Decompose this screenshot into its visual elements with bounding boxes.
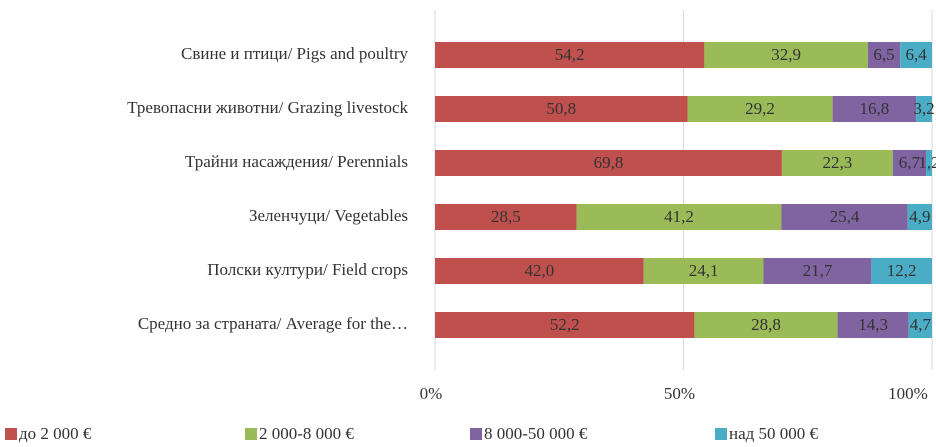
x-tick-label: 50% bbox=[664, 384, 695, 403]
data-label: 1,2 bbox=[918, 153, 936, 172]
x-tick-label: 0% bbox=[420, 384, 443, 403]
data-label: 42,0 bbox=[524, 261, 554, 280]
bar-segment bbox=[907, 204, 932, 230]
bar-segment bbox=[781, 204, 908, 230]
bar-segment bbox=[435, 258, 644, 284]
category-label: Полски култури/ Field crops bbox=[207, 260, 408, 279]
data-label: 24,1 bbox=[689, 261, 719, 280]
x-tick-label: 100% bbox=[888, 384, 928, 403]
data-label: 6,5 bbox=[873, 45, 894, 64]
data-label: 22,3 bbox=[822, 153, 852, 172]
bar-segment bbox=[704, 42, 868, 68]
data-label: 32,9 bbox=[771, 45, 801, 64]
bar-segment bbox=[435, 42, 705, 68]
data-label: 28,8 bbox=[751, 315, 781, 334]
legend-swatch bbox=[470, 428, 482, 440]
legend-label: до 2 000 € bbox=[19, 424, 92, 443]
bar-segment bbox=[892, 150, 927, 176]
bar-segment bbox=[435, 312, 695, 338]
data-label: 25,4 bbox=[830, 207, 860, 226]
legend-swatch bbox=[245, 428, 257, 440]
bar-segment bbox=[781, 150, 893, 176]
data-label: 29,2 bbox=[745, 99, 775, 118]
data-label: 6,4 bbox=[905, 45, 927, 64]
bar-segment bbox=[867, 42, 901, 68]
legend-label: над 50 000 € bbox=[729, 424, 819, 443]
data-label: 14,3 bbox=[858, 315, 888, 334]
data-label: 54,2 bbox=[555, 45, 585, 64]
category-label: Средно за страната/ Average for the… bbox=[138, 314, 408, 333]
data-label: 21,7 bbox=[803, 261, 833, 280]
data-label: 41,2 bbox=[664, 207, 694, 226]
legend-label: 2 000-8 000 € bbox=[259, 424, 354, 443]
data-label: 52,2 bbox=[550, 315, 580, 334]
legend-label: 8 000-50 000 € bbox=[484, 424, 588, 443]
legend-swatch bbox=[715, 428, 727, 440]
bar-segment bbox=[916, 96, 932, 122]
data-label: 6,7 bbox=[899, 153, 921, 172]
bar-segment bbox=[687, 96, 833, 122]
bar-segment bbox=[694, 312, 838, 338]
data-label: 12,2 bbox=[887, 261, 917, 280]
data-label: 16,8 bbox=[859, 99, 889, 118]
bar-segment bbox=[871, 258, 932, 284]
category-label: Зеленчуци/ Vegetables bbox=[249, 206, 408, 225]
bar-segment bbox=[926, 150, 932, 176]
category-label: Трайни насаждения/ Perennials bbox=[185, 152, 408, 171]
bar-segment bbox=[837, 312, 909, 338]
bar-segment bbox=[908, 312, 932, 338]
category-label: Тревопасни животни/ Grazing livestock bbox=[127, 98, 408, 117]
data-label: 3,2 bbox=[913, 99, 934, 118]
bar-segment bbox=[576, 204, 782, 230]
data-label: 4,7 bbox=[910, 315, 932, 334]
bar-segment bbox=[435, 96, 688, 122]
bar-segment bbox=[435, 204, 577, 230]
data-label: 69,8 bbox=[594, 153, 624, 172]
bar-segment bbox=[435, 150, 782, 176]
bar-segment bbox=[900, 42, 932, 68]
bar-segment bbox=[832, 96, 917, 122]
category-label: Свине и птици/ Pigs and poultry bbox=[181, 44, 408, 63]
bar-segment bbox=[763, 258, 872, 284]
data-label: 28,5 bbox=[491, 207, 521, 226]
bar-segment bbox=[643, 258, 764, 284]
legend-swatch bbox=[5, 428, 17, 440]
data-label: 4,9 bbox=[909, 207, 930, 226]
data-label: 50,8 bbox=[546, 99, 576, 118]
